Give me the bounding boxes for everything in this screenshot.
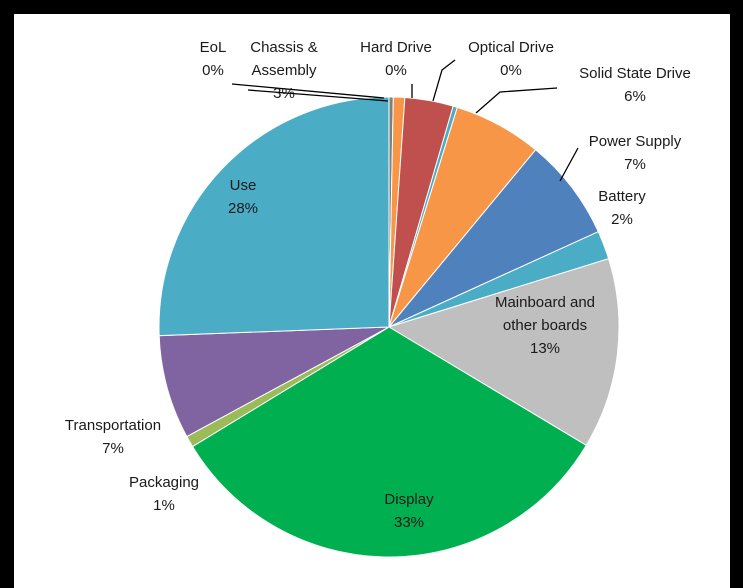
data-label-power-supply: Power Supply 7% bbox=[589, 133, 682, 173]
pie-slice-display bbox=[191, 326, 587, 558]
data-label-battery: Battery 2% bbox=[598, 188, 646, 228]
data-label-chassis-assembly: Chassis & Assembly 3% bbox=[250, 39, 318, 102]
data-label-solid-state-drive: Solid State Drive 6% bbox=[579, 65, 691, 105]
data-label-packaging: Packaging 1% bbox=[129, 474, 199, 514]
leader-line-optical-drive bbox=[432, 59, 456, 102]
data-label-eol: EoL 0% bbox=[200, 39, 227, 79]
data-label-display: Display 33% bbox=[384, 491, 434, 531]
pie-slice-mainboard-and-other-boards bbox=[387, 258, 620, 447]
data-label-mainboard-and-other-boards: Mainboard and other boards 13% bbox=[495, 294, 595, 357]
pie-slice-transportation bbox=[158, 326, 390, 438]
data-label-hard-drive: Hard Drive 0% bbox=[360, 39, 432, 79]
leader-line-solid-state-drive bbox=[475, 87, 558, 114]
data-label-transportation: Transportation 7% bbox=[65, 417, 161, 457]
pie-slice-use bbox=[158, 96, 390, 337]
leader-line-chassis-assembly bbox=[247, 89, 389, 102]
leader-line-power-supply bbox=[559, 147, 579, 182]
pie-slice-power-supply bbox=[388, 149, 599, 328]
data-label-use: Use 28% bbox=[228, 177, 258, 217]
data-label-optical-drive: Optical Drive 0% bbox=[468, 39, 554, 79]
leader-line-eol bbox=[231, 83, 385, 99]
